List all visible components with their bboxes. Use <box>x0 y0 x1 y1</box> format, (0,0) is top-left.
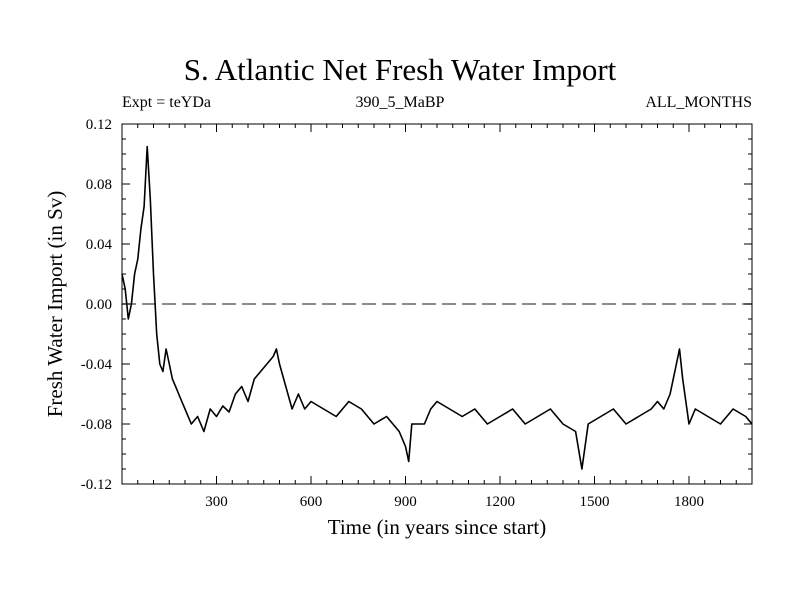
period-label: 390_5_MaBP <box>355 94 445 111</box>
months-label: ALL_MONTHS <box>645 94 752 111</box>
x-axis-label: Time (in years since start) <box>328 515 547 539</box>
y-tick-label: 0.08 <box>86 177 112 193</box>
y-tick-label: 0.00 <box>86 297 112 313</box>
x-axis: 300 600 900 1200 1500 1800 <box>137 124 737 510</box>
experiment-label: Expt = teYDa <box>122 94 211 111</box>
y-tick-label: -0.04 <box>81 357 113 373</box>
x-tick-label: 1800 <box>674 494 704 510</box>
plot-frame <box>121 123 753 485</box>
x-tick-label: 900 <box>394 494 417 510</box>
x-tick-label: 600 <box>300 494 323 510</box>
y-tick-label: -0.08 <box>81 417 112 433</box>
y-tick-label: 0.12 <box>86 117 112 133</box>
y-tick-label: -0.12 <box>81 477 112 493</box>
y-tick-label: 0.04 <box>86 237 113 253</box>
chart-title: S. Atlantic Net Fresh Water Import <box>183 52 617 87</box>
y-axis-label: Fresh Water Import (in Sv) <box>43 191 67 418</box>
x-tick-label: 300 <box>205 494 228 510</box>
series-line <box>121 145 753 470</box>
x-tick-label: 1200 <box>485 494 515 510</box>
x-tick-label: 1500 <box>580 494 610 510</box>
y-axis: 0.12 0.08 0.04 0.00 -0.04 -0.08 -0.12 <box>81 117 752 493</box>
